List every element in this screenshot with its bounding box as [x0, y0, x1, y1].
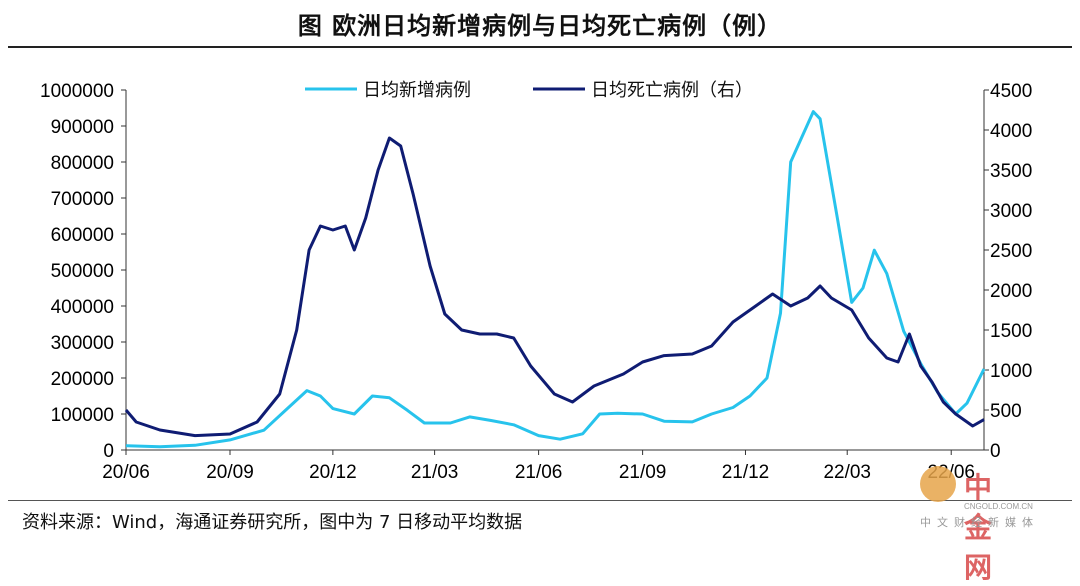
watermark-logo-icon	[920, 466, 956, 502]
right-y-tick-label: 2000	[990, 281, 1032, 302]
x-tick-label: 22/03	[823, 462, 871, 483]
x-tick-label: 21/03	[411, 462, 459, 483]
title-divider	[8, 46, 1072, 48]
right-y-tick-label: 1500	[990, 321, 1032, 342]
legend-deaths-label: 日均死亡病例（右）	[591, 80, 753, 101]
right-y-tick-label: 3500	[990, 161, 1032, 182]
left-y-tick-label: 300000	[51, 333, 114, 354]
x-tick-label: 21/09	[619, 462, 667, 483]
x-tick-label: 20/06	[102, 462, 150, 483]
left-y-tick-label: 500000	[51, 261, 114, 282]
right-y-tick-label: 4000	[990, 121, 1032, 142]
legend: 日均新增病例 日均死亡病例（右）	[305, 80, 753, 101]
series-lines	[124, 110, 986, 449]
left-y-tick-label: 1000000	[40, 81, 114, 102]
x-tick-label: 21/06	[515, 462, 563, 483]
chart-title: 图 欧洲日均新增病例与日均死亡病例（例）	[297, 12, 783, 40]
left-y-tick-label: 700000	[51, 189, 114, 210]
left-y-tick-label: 600000	[51, 225, 114, 246]
deaths-line	[124, 136, 985, 438]
left-y-tick-label: 400000	[51, 297, 114, 318]
x-tick-label: 20/09	[206, 462, 254, 483]
x-tick-label: 20/12	[309, 462, 357, 483]
line-chart: 0 100000 200000 300000 400000 500000 600000 700…	[40, 80, 1032, 483]
tick-labels: 0 100000 200000 300000 400000 500000 600000 700…	[40, 81, 1032, 483]
new-cases-line	[125, 110, 986, 449]
right-y-tick-label: 4500	[990, 81, 1032, 102]
right-y-tick-label: 1000	[990, 361, 1032, 382]
right-y-tick-label: 2500	[990, 241, 1032, 262]
legend-new-cases-label: 日均新增病例	[363, 80, 471, 101]
right-y-tick-label: 500	[990, 401, 1022, 422]
left-y-tick-label: 800000	[51, 153, 114, 174]
right-y-tick-label: 3000	[990, 201, 1032, 222]
left-y-tick-label: 200000	[51, 369, 114, 390]
x-tick-label: 21/12	[722, 462, 770, 483]
right-y-tick-label: 0	[990, 441, 1001, 462]
source-note: 资料来源：Wind，海通证券研究所，图中为 7 日移动平均数据	[22, 512, 523, 533]
watermark-subtitle: 中文财经新媒体	[920, 516, 1039, 529]
left-y-tick-label: 900000	[51, 117, 114, 138]
watermark-url: CNGOLD.COM.CN	[964, 502, 1033, 511]
left-y-tick-label: 100000	[51, 405, 114, 426]
left-y-tick-label: 0	[103, 441, 114, 462]
axes	[121, 89, 989, 455]
footer-divider	[8, 500, 1072, 501]
